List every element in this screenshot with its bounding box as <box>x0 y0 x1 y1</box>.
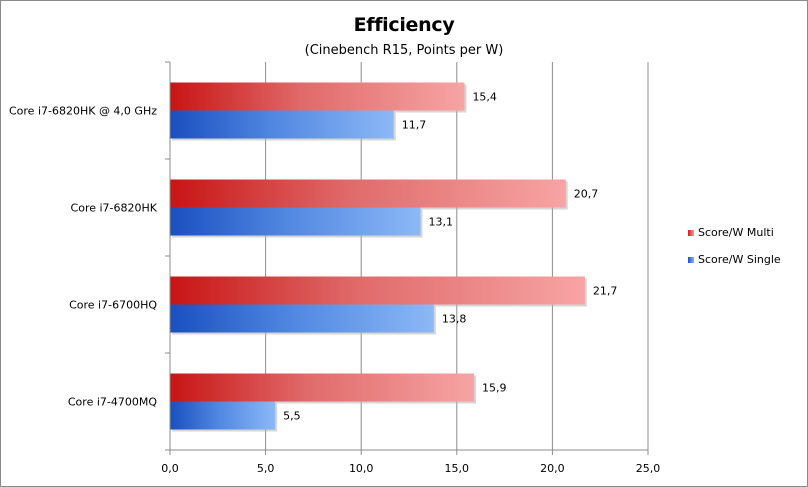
bar-multi <box>170 373 475 402</box>
category-label: Core i7-6820HK @ 4,0 GHz <box>9 105 157 118</box>
legend-swatch-single <box>688 256 694 263</box>
x-tick-label: 20,0 <box>540 462 565 475</box>
chart-title: Efficiency <box>353 14 455 36</box>
bar-single <box>170 110 394 139</box>
bar-multi <box>170 82 465 111</box>
data-label: 21,7 <box>593 285 618 298</box>
x-tick-label: 0,0 <box>161 462 179 475</box>
x-tick-label: 25,0 <box>636 462 661 475</box>
x-tick-label: 15,0 <box>445 462 470 475</box>
data-label: 13,8 <box>442 313 467 326</box>
bar-single <box>170 207 421 236</box>
legend-label-multi: Score/W Multi <box>698 226 774 239</box>
legend-item-multi: Score/W Multi <box>688 225 781 240</box>
legend-swatch-multi <box>688 229 694 236</box>
data-label: 11,7 <box>402 119 427 132</box>
data-label: 5,5 <box>283 410 301 423</box>
bar-single <box>170 304 434 333</box>
legend-label-single: Score/W Single <box>698 253 781 266</box>
bar-single <box>170 401 276 430</box>
data-label: 13,1 <box>428 216 453 229</box>
x-tick-label: 5,0 <box>257 462 275 475</box>
data-label: 15,9 <box>482 382 507 395</box>
x-tick-label: 10,0 <box>349 462 374 475</box>
data-label: 20,7 <box>574 188 599 201</box>
legend: Score/W Multi Score/W Single <box>688 225 781 279</box>
category-label: Core i7-6700HQ <box>69 299 157 312</box>
chart-subtitle: (Cinebench R15, Points per W) <box>304 43 504 58</box>
bar-multi <box>170 179 566 208</box>
bar-multi <box>170 276 585 305</box>
legend-item-single: Score/W Single <box>688 252 781 267</box>
category-label: Core i7-6820HK <box>71 202 158 215</box>
category-label: Core i7-4700MQ <box>68 396 157 409</box>
data-label: 15,4 <box>472 91 497 104</box>
